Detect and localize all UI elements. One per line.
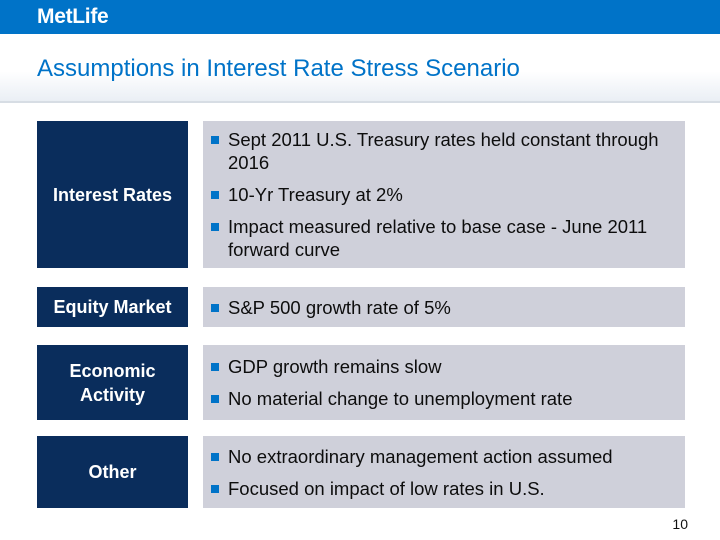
square-bullet-icon	[211, 484, 219, 493]
title-divider	[0, 101, 720, 103]
row-content-other: No extraordinary management action assum…	[203, 436, 685, 508]
square-bullet-icon	[211, 136, 219, 144]
bullet-item: Sept 2011 U.S. Treasury rates held const…	[211, 128, 679, 174]
square-bullet-icon	[211, 452, 219, 461]
bullet-item: 10-Yr Treasury at 2%	[211, 183, 679, 206]
row-label-interest-rates: Interest Rates	[37, 121, 188, 268]
square-bullet-icon	[211, 303, 219, 312]
row-label-economic-activity: Economic Activity	[37, 345, 188, 420]
row-content-equity-market: S&P 500 growth rate of 5%	[203, 287, 685, 327]
square-bullet-icon	[211, 223, 219, 231]
bullet-text: GDP growth remains slow	[228, 356, 442, 377]
row-content-interest-rates: Sept 2011 U.S. Treasury rates held const…	[203, 121, 685, 268]
slide-title: Assumptions in Interest Rate Stress Scen…	[37, 55, 520, 82]
bullet-item: Impact measured relative to base case - …	[211, 215, 679, 261]
bullet-text: S&P 500 growth rate of 5%	[228, 296, 451, 318]
brand-bar: MetLife	[0, 0, 720, 34]
row-label-other: Other	[37, 436, 188, 508]
square-bullet-icon	[211, 363, 219, 371]
bullet-item: No material change to unemployment rate	[211, 387, 679, 410]
row-content-economic-activity: GDP growth remains slow No material chan…	[203, 345, 685, 420]
row-label-equity-market: Equity Market	[37, 287, 188, 327]
bullet-text: No extraordinary management action assum…	[228, 445, 613, 467]
bullet-item: GDP growth remains slow	[211, 355, 679, 378]
square-bullet-icon	[211, 395, 219, 403]
page-number: 10	[672, 516, 688, 532]
title-band	[0, 34, 720, 102]
bullet-text: Sept 2011 U.S. Treasury rates held const…	[228, 129, 659, 173]
bullet-item: Focused on impact of low rates in U.S.	[211, 477, 679, 500]
bullet-item: S&P 500 growth rate of 5%	[211, 296, 679, 319]
bullet-text: Impact measured relative to base case - …	[228, 216, 648, 260]
square-bullet-icon	[211, 191, 219, 199]
bullet-text: 10-Yr Treasury at 2%	[228, 184, 403, 205]
bullet-text: No material change to unemployment rate	[228, 388, 573, 409]
bullet-text: Focused on impact of low rates in U.S.	[228, 477, 545, 499]
bullet-item: No extraordinary management action assum…	[211, 445, 679, 468]
metlife-logo: MetLife	[37, 5, 109, 28]
